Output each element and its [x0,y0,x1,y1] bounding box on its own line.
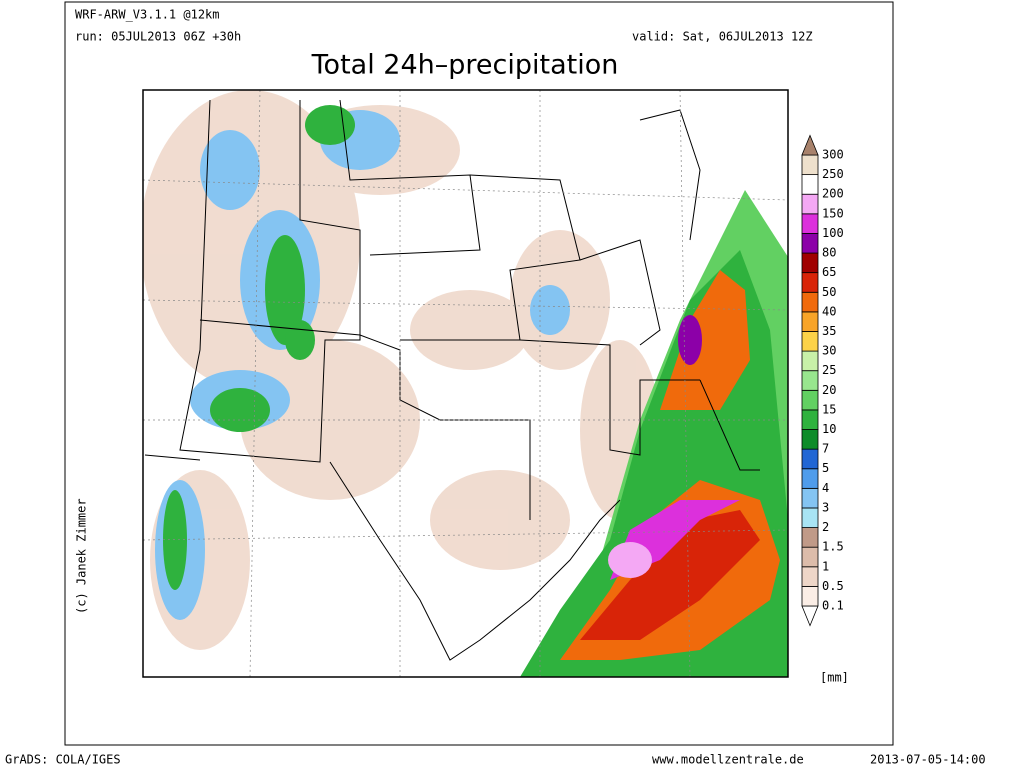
footer-left: GrADS: COLA/IGES [5,753,121,767]
colorbar-band [801,174,819,195]
colorbar-band [801,350,819,372]
model-label: WRF-ARW_V3.1.1 @12km [75,8,220,22]
colorbar-label: 25 [822,363,836,377]
colorbar-label: 15 [822,402,836,416]
colorbar-label: 150 [822,206,844,220]
unit-label: [mm] [820,671,849,685]
colorbar-label: 3 [822,500,829,514]
colorbar-label: 4 [822,481,829,495]
colorbar-label: 20 [822,383,836,397]
colorbar-band [801,311,819,332]
map [142,89,789,678]
credit: (c) Janek Zimmer [75,498,89,614]
colorbar-band [801,252,819,274]
colorbar-band [801,370,819,391]
colorbar-band [801,154,819,176]
colorbar-triangle [801,605,819,627]
colorbar-band [801,448,819,470]
colorbar-label: 200 [822,187,844,201]
colorbar-label: 10 [822,422,836,436]
colorbar-label: 100 [822,226,844,240]
colorbar-label: 65 [822,265,836,279]
colorbar-label: 0.5 [822,579,844,593]
colorbar-label: 80 [822,246,836,260]
colorbar: 0.1 0.5 1 1.5 2 3 4 5 7 10 15 20 25 30 35 40 50 65 80 100 15… [801,134,844,627]
colorbar-band [801,272,819,293]
colorbar-band [801,507,819,528]
colorbar-band [801,291,819,313]
colorbar-triangle [801,134,819,156]
colorbar-band [801,566,819,587]
colorbar-band [801,233,819,254]
colorbar-label: 250 [822,167,844,181]
colorbar-band [801,468,819,489]
colorbar-label: 7 [822,442,829,456]
colorbar-label: 35 [822,324,836,338]
colorbar-band [801,331,819,352]
colorbar-band [801,487,819,509]
colorbar-label: 2 [822,520,829,534]
colorbar-band [801,429,819,450]
footer-center: www.modellzentrale.de [652,753,804,767]
colorbar-label: 1.5 [822,540,844,554]
colorbar-band [801,546,819,568]
colorbar-label: 50 [822,285,836,299]
colorbar-band [801,527,819,548]
colorbar-band [801,389,819,411]
frame [64,1,894,746]
colorbar-label: 40 [822,304,836,318]
colorbar-band [801,193,819,215]
colorbar-label: 30 [822,344,836,358]
colorbar-label: 300 [822,148,844,162]
map-title: Total 24h–precipitation [311,50,619,81]
footer-right: 2013-07-05-14:00 [870,753,986,767]
colorbar-label: 0.1 [822,599,844,613]
colorbar-label: 1 [822,559,829,573]
colorbar-band [801,409,819,430]
colorbar-label: 5 [822,461,829,475]
colorbar-band [801,585,819,607]
run-label: run: 05JUL2013 06Z +30h [75,30,241,44]
colorbar-band [801,213,819,234]
valid-label: valid: Sat, 06JUL2013 12Z [632,30,813,44]
